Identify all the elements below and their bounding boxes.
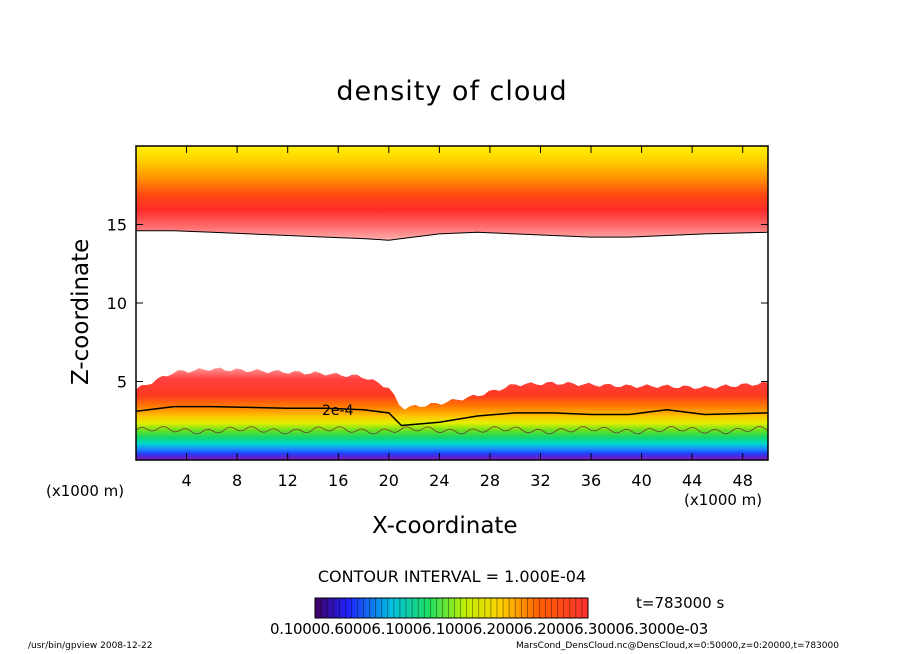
x-tick-label: 48 (733, 471, 753, 490)
x-tick-label: 16 (328, 471, 348, 490)
x-unit-left: (x1000 m) (46, 482, 125, 500)
x-tick-label: 28 (480, 471, 500, 490)
x-tick-label: 12 (278, 471, 298, 490)
footer-right: MarsCond_DensCloud.nc@DensCloud,x=0:5000… (516, 641, 839, 651)
y-tick-label: 10 (107, 294, 127, 313)
x-tick-label: 44 (682, 471, 702, 490)
x-tick-label: 24 (429, 471, 449, 490)
y-tick-label: 15 (107, 216, 127, 235)
x-tick-label: 8 (232, 471, 242, 490)
colorbar (314, 597, 589, 619)
chart-title: density of cloud (336, 76, 568, 107)
x-tick-label: 4 (181, 471, 191, 490)
upper-cloud-band (136, 146, 768, 241)
colorbar-labels: 0.10000.60006.10006.10006.20006.20006.30… (270, 620, 709, 638)
x-tick-label: 36 (581, 471, 601, 490)
lower-cloud-band (136, 367, 768, 460)
x-axis-label: X-coordinate (372, 513, 518, 539)
x-unit-right: (x1000 m) (684, 491, 763, 509)
contour-label: 2e-4 (322, 403, 354, 419)
y-tick-label: 5 (117, 373, 127, 392)
footer-left: /usr/bin/gpview 2008-12-22 (28, 641, 153, 651)
contour-interval: CONTOUR INTERVAL = 1.000E-04 (317, 567, 587, 586)
y-axis-label: Z-coordinate (68, 238, 94, 385)
upper-contour-line (136, 230, 768, 241)
x-tick-label: 32 (530, 471, 550, 490)
contour-line-2e-4 (136, 405, 768, 427)
x-tick-label: 20 (379, 471, 399, 490)
x-tick-label: 40 (631, 471, 651, 490)
lower-contour-line (136, 425, 768, 435)
time-label: t=783000 s (636, 594, 725, 612)
